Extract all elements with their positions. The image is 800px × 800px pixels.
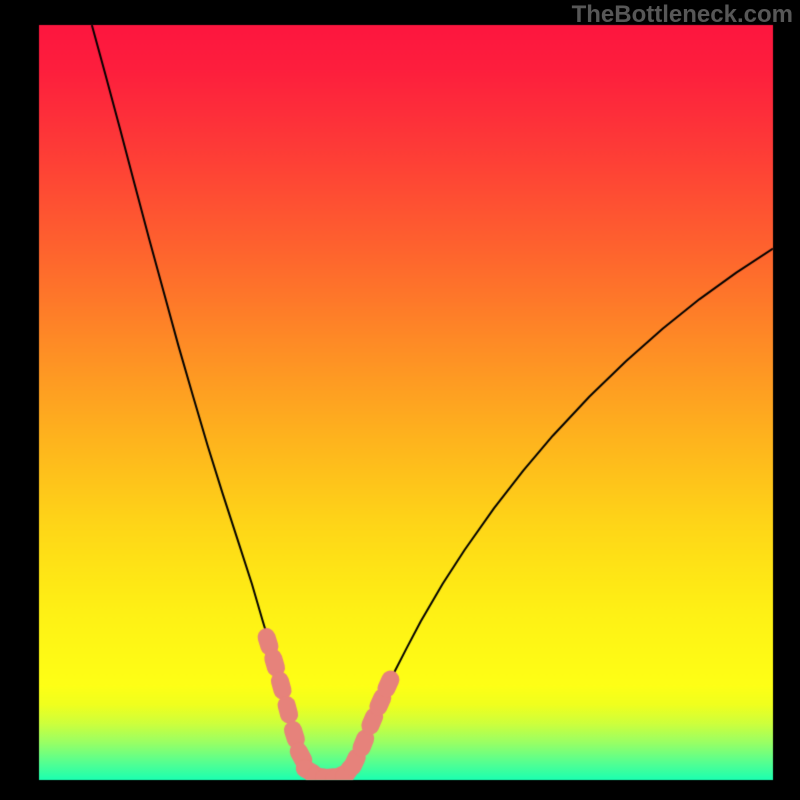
- watermark-text: TheBottleneck.com: [572, 1, 793, 29]
- bottleneck-curve-layer: [0, 0, 800, 800]
- bottleneck-chart: TheBottleneck.com: [0, 0, 800, 800]
